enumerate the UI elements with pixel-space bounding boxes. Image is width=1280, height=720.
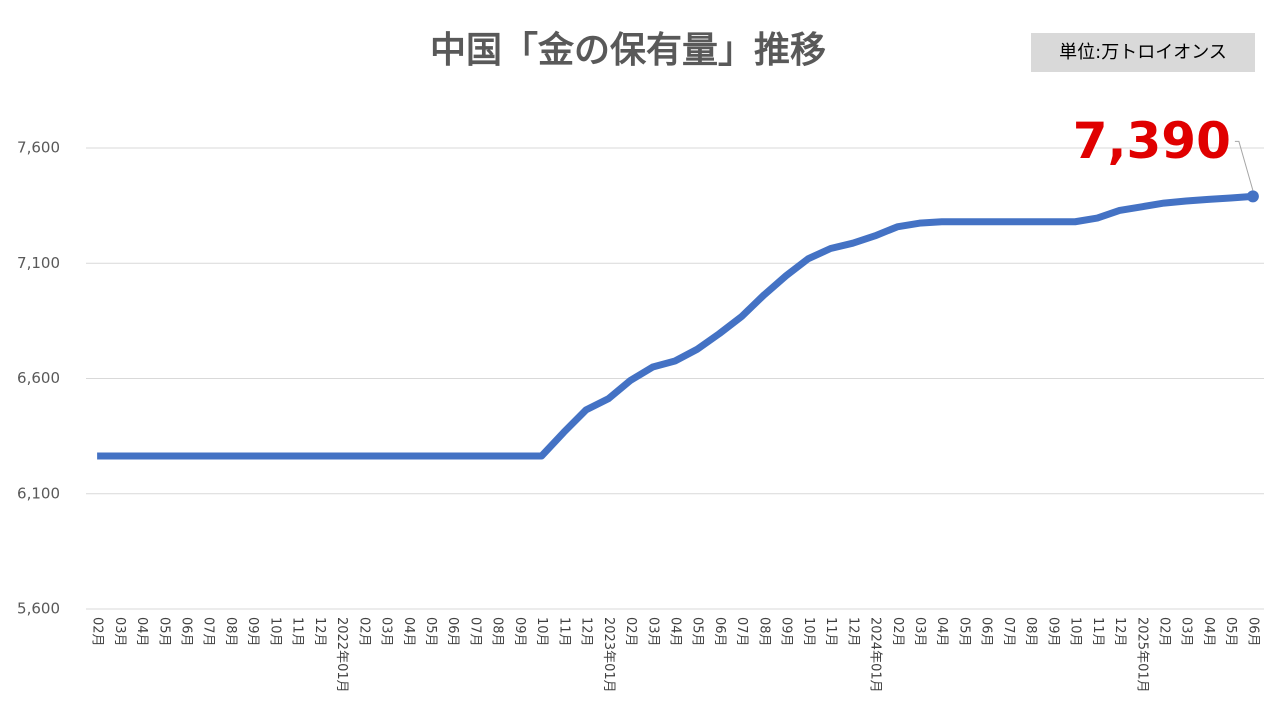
x-tick-label: 2025年01月 bbox=[1134, 617, 1149, 693]
x-tick-label: 09月 bbox=[779, 617, 794, 647]
x-tick-label: 12月 bbox=[312, 617, 327, 647]
x-tick-label: 02月 bbox=[356, 617, 371, 647]
y-tick-label: 6,600 bbox=[17, 369, 60, 387]
x-tick-label: 03月 bbox=[645, 617, 660, 647]
x-tick-label: 2023年01月 bbox=[601, 617, 616, 693]
x-tick-label: 02月 bbox=[1156, 617, 1171, 647]
x-tick-label: 04月 bbox=[134, 617, 149, 647]
unit-box bbox=[1031, 33, 1255, 72]
x-tick-label: 08月 bbox=[756, 617, 771, 647]
x-tick-label: 04月 bbox=[668, 617, 683, 647]
x-tick-label: 04月 bbox=[1201, 617, 1216, 647]
x-tick-label: 12月 bbox=[1112, 617, 1127, 647]
x-tick-label: 06月 bbox=[179, 617, 194, 647]
x-tick-label: 11月 bbox=[1090, 617, 1105, 647]
x-tick-label: 02月 bbox=[623, 617, 638, 647]
x-tick-label: 11月 bbox=[823, 617, 838, 647]
y-tick-label: 6,100 bbox=[17, 484, 60, 502]
x-tick-label: 05月 bbox=[156, 617, 171, 647]
leader-line bbox=[1234, 140, 1254, 191]
x-tick-label: 04月 bbox=[934, 617, 949, 647]
x-tick-label: 12月 bbox=[845, 617, 860, 647]
x-tick-label: 07月 bbox=[201, 617, 216, 647]
x-tick-label: 07月 bbox=[1001, 617, 1016, 647]
chart-title: 中国「金の保有量」推移 bbox=[430, 29, 826, 71]
x-tick-label: 03月 bbox=[112, 617, 127, 647]
x-tick-label: 06月 bbox=[979, 617, 994, 647]
x-tick-label: 08月 bbox=[1023, 617, 1038, 647]
x-tick-label: 09月 bbox=[512, 617, 527, 647]
x-tick-label: 03月 bbox=[912, 617, 927, 647]
data-point bbox=[1246, 190, 1259, 203]
x-tick-label: 2022年01月 bbox=[334, 617, 349, 693]
y-tick-label: 5,600 bbox=[17, 600, 60, 618]
unit-label: 単位:万トロイオンス bbox=[1059, 42, 1227, 63]
data-label: 7,390 bbox=[1073, 112, 1231, 170]
x-tick-label: 10月 bbox=[267, 617, 282, 647]
x-tick-label: 09月 bbox=[1045, 617, 1060, 647]
x-tick-label: 03月 bbox=[1179, 617, 1194, 647]
x-tick-label: 08月 bbox=[223, 617, 238, 647]
x-tick-label: 12月 bbox=[579, 617, 594, 647]
y-tick-label: 7,600 bbox=[17, 139, 60, 157]
x-tick-label: 11月 bbox=[290, 617, 305, 647]
x-tick-label: 05月 bbox=[423, 617, 438, 647]
x-tick-label: 07月 bbox=[734, 617, 749, 647]
x-tick-label: 10月 bbox=[801, 617, 816, 647]
x-tick-label: 06月 bbox=[445, 617, 460, 647]
x-tick-label: 10月 bbox=[1068, 617, 1083, 647]
x-tick-label: 08月 bbox=[490, 617, 505, 647]
x-tick-label: 04月 bbox=[401, 617, 416, 647]
x-tick-label: 03月 bbox=[379, 617, 394, 647]
data-line bbox=[97, 192, 1254, 460]
x-tick-label: 11月 bbox=[556, 617, 571, 647]
x-tick-label: 02月 bbox=[90, 617, 105, 647]
x-tick-label: 07月 bbox=[467, 617, 482, 647]
x-tick-label: 05月 bbox=[956, 617, 971, 647]
x-tick-label: 2024年01月 bbox=[868, 617, 883, 693]
x-tick-label: 02月 bbox=[890, 617, 905, 647]
x-tick-label: 10月 bbox=[534, 617, 549, 647]
x-tick-label: 06月 bbox=[712, 617, 727, 647]
x-tick-label: 06月 bbox=[1245, 617, 1260, 647]
y-tick-label: 7,100 bbox=[17, 254, 60, 272]
x-tick-label: 05月 bbox=[690, 617, 705, 647]
x-tick-label: 09月 bbox=[245, 617, 260, 647]
x-tick-label: 05月 bbox=[1223, 617, 1238, 647]
